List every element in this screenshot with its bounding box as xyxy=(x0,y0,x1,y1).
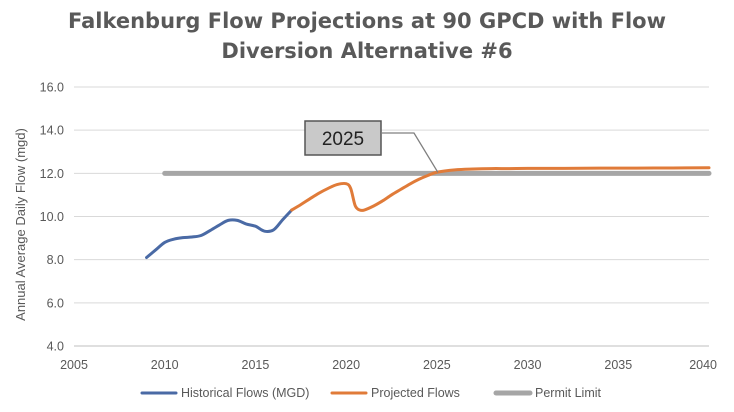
y-axis-title: Annual Average Daily Flow (mgd) xyxy=(13,128,28,321)
x-tick-label-7: 2040 xyxy=(689,358,717,372)
x-tick-label-6: 2035 xyxy=(604,358,632,372)
x-tick-label-5: 2030 xyxy=(514,358,542,372)
y-tick-label-3: 10.0 xyxy=(40,210,64,224)
x-tick-label-0: 2005 xyxy=(60,358,88,372)
legend-label-0: Historical Flows (MGD) xyxy=(181,386,309,400)
y-tick-label-0: 4.0 xyxy=(47,340,64,354)
series-line-historical-flows xyxy=(145,208,294,260)
y-tick-label-1: 6.0 xyxy=(47,296,64,310)
y-tick-label-5: 14.0 xyxy=(40,124,64,138)
x-tick-label-3: 2020 xyxy=(332,358,360,372)
y-tick-label-4: 12.0 xyxy=(40,167,64,181)
chart-title-line-2: Diversion Alternative #6 xyxy=(221,39,513,63)
legend-label-2: Permit Limit xyxy=(535,386,602,400)
chart-title: Falkenburg Flow Projections at 90 GPCD w… xyxy=(0,6,734,66)
chart-title-line-1: Falkenburg Flow Projections at 90 GPCD w… xyxy=(67,9,667,33)
x-tick-label-2: 2015 xyxy=(242,358,270,372)
y-tick-label-2: 8.0 xyxy=(47,253,64,267)
callout-box xyxy=(304,120,382,156)
callout-label: 2025 xyxy=(322,129,364,150)
legend-label-1: Projected Flows xyxy=(371,386,460,400)
series-line-projected-flows xyxy=(290,166,711,213)
y-tick-label-6: 16.0 xyxy=(40,81,64,95)
x-tick-label-1: 2010 xyxy=(151,358,179,372)
x-tick-label-4: 2025 xyxy=(423,358,451,372)
callout-leader-line xyxy=(382,132,439,173)
